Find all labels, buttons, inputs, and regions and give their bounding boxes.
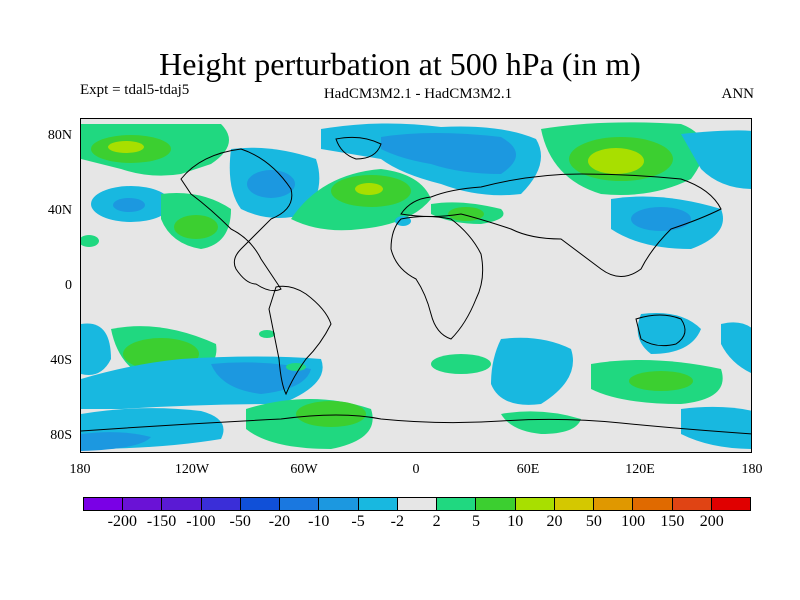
contour-fill (108, 141, 144, 153)
contour-fill (629, 371, 693, 391)
colorbar-label: -50 (229, 513, 251, 530)
contour-fill (81, 323, 111, 375)
australia-coast (635, 314, 686, 347)
colorbar-swatch (123, 498, 163, 510)
colorbar-swatch (280, 498, 320, 510)
greenland-coast (335, 136, 382, 160)
colorbar-label: -20 (268, 513, 291, 530)
colorbar-swatch (240, 498, 281, 510)
colorbar-swatch (84, 498, 124, 510)
colorbar (83, 497, 751, 511)
coastlines (81, 136, 751, 435)
contour-fill (81, 235, 99, 247)
colorbar-label: 10 (507, 513, 524, 530)
colorbar-swatch (437, 498, 477, 510)
x-tick-label: 60W (290, 462, 318, 477)
colorbar-swatch (162, 498, 202, 510)
y-tick-label: 40S (50, 353, 72, 368)
colorbar-swatch (711, 498, 750, 510)
colorbar-swatch (476, 498, 516, 510)
contour-fill (259, 330, 275, 338)
colorbar-label: 200 (699, 513, 724, 530)
contour-fill (113, 198, 145, 212)
contour-fill (286, 363, 306, 371)
contour-fill (211, 362, 311, 394)
colorbar-swatch (201, 498, 241, 510)
colorbar-label: -5 (351, 513, 365, 530)
x-tick-label: 120W (174, 462, 210, 477)
colorbar-label: 50 (585, 513, 602, 530)
colorbar-label: 150 (660, 513, 685, 530)
x-tick-label: 60E (516, 462, 540, 477)
antarctica-coast (81, 414, 751, 435)
colorbar-swatch (672, 498, 712, 510)
x-tick-label: 180 (69, 462, 91, 477)
colorbar-label: -100 (186, 513, 216, 530)
colorbar-label: -150 (146, 513, 177, 530)
x-tick-label: 0 (412, 462, 420, 477)
models-label: HadCM3M2.1 - HadCM3M2.1 (323, 86, 513, 102)
colorbar-swatch (594, 498, 634, 510)
colorbar-swatch (319, 498, 359, 510)
y-tick-label: 80S (50, 428, 72, 443)
north-america-coast (180, 148, 293, 292)
map-plot-area (80, 118, 752, 453)
colorbar-label: 20 (546, 513, 563, 530)
contour-fill (247, 170, 295, 198)
y-tick-label: 0 (65, 278, 72, 293)
contour-fill (81, 432, 151, 451)
south-america-coast (268, 285, 332, 396)
contour-fill (501, 411, 581, 434)
contour-fill (381, 133, 516, 174)
colorbar-label: 2 (432, 513, 441, 530)
season-label: ANN (721, 86, 755, 102)
contour-fill (637, 313, 701, 354)
x-tick-label: 120E (625, 462, 655, 477)
contour-fill (355, 183, 383, 195)
contour-fill (395, 216, 411, 226)
colorbar-swatch (633, 498, 673, 510)
colorbar-swatch (397, 498, 438, 510)
colorbar-swatch (358, 498, 398, 510)
colorbar-label: -200 (107, 513, 137, 530)
contour-fill (174, 215, 218, 239)
y-tick-label: 40N (47, 203, 72, 218)
africa-coast (390, 216, 484, 340)
contour-fill (681, 406, 751, 449)
contour-fill (491, 337, 573, 405)
contour-fill (631, 207, 691, 231)
contour-fill (431, 354, 491, 374)
colorbar-swatch (554, 498, 595, 510)
x-tick-label: 180 (741, 462, 763, 477)
colorbar-label: 100 (621, 513, 646, 530)
colorbar-swatch (515, 498, 555, 510)
eurasia-coast (400, 173, 722, 277)
contour-fill (588, 148, 644, 174)
height-perturbation-map (81, 119, 751, 452)
contour-fill (681, 130, 751, 189)
colorbar-label: -10 (308, 513, 330, 530)
contour-fill (721, 322, 751, 374)
experiment-label: Expt = tdal5-tdaj5 (80, 82, 190, 98)
colorbar-label: 5 (471, 513, 480, 530)
map-title: Height perturbation at 500 hPa (in m) (159, 46, 641, 82)
contour-fill (296, 401, 366, 427)
y-tick-label: 80N (47, 128, 72, 143)
colorbar-label: -2 (390, 513, 404, 530)
